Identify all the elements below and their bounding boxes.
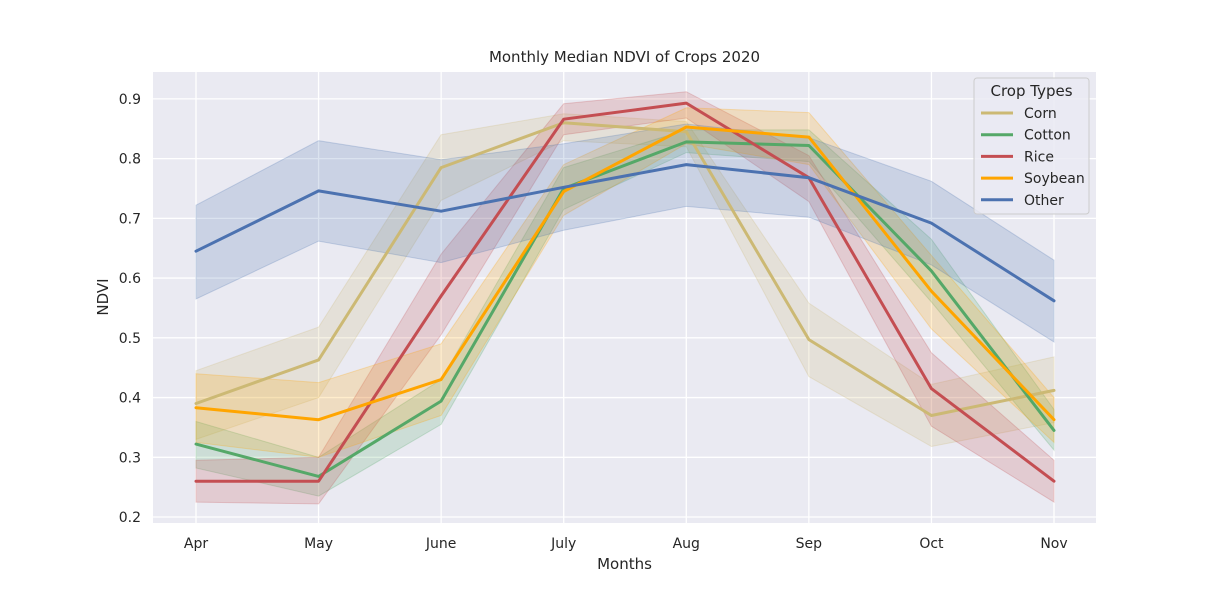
x-tick-label: Sep bbox=[796, 536, 823, 552]
y-tick-label: 0.3 bbox=[119, 450, 141, 466]
y-tick-label: 0.9 bbox=[119, 92, 141, 108]
x-tick-label: June bbox=[425, 536, 457, 552]
rice-confidence-band bbox=[195, 91, 1055, 505]
y-tick-label: 0.2 bbox=[119, 510, 141, 526]
cotton-legend-label: Cotton bbox=[1024, 128, 1071, 144]
x-tick-label: July bbox=[550, 536, 576, 552]
soybean-legend-label: Soybean bbox=[1024, 171, 1085, 187]
corn-confidence-band bbox=[195, 113, 1055, 448]
soybean-confidence-band bbox=[195, 107, 1055, 458]
y-tick-label: 0.6 bbox=[119, 271, 141, 287]
y-tick-label: 0.4 bbox=[119, 391, 141, 407]
soybean-line bbox=[194, 125, 1056, 422]
x-tick-label: Oct bbox=[919, 536, 944, 552]
y-axis-label: NDVI bbox=[94, 278, 112, 315]
x-axis-label: Months bbox=[597, 555, 652, 573]
y-tick-label: 0.8 bbox=[119, 152, 141, 168]
legend-items: Corn Cotton Rice Soybean Other bbox=[981, 106, 1085, 209]
y-tick-label: 0.5 bbox=[119, 331, 141, 347]
other-legend-label: Other bbox=[1024, 193, 1064, 209]
corn-legend-label: Corn bbox=[1024, 106, 1057, 122]
cotton-line bbox=[194, 140, 1056, 478]
other-line bbox=[194, 163, 1056, 303]
cotton-confidence-band bbox=[195, 129, 1055, 497]
y-tick-labels: 0.2 0.3 0.4 0.5 0.6 0.7 0.8 0.9 bbox=[119, 92, 141, 526]
rice-line bbox=[194, 101, 1056, 483]
corn-line bbox=[194, 121, 1056, 417]
x-tick-labels: Apr May June July Aug Sep Oct Nov bbox=[184, 536, 1068, 552]
legend-title: Crop Types bbox=[990, 82, 1072, 100]
series-lines bbox=[194, 101, 1056, 483]
chart-title: Monthly Median NDVI of Crops 2020 bbox=[489, 48, 760, 66]
legend: Crop Types Corn Cotton Rice Soybean Other bbox=[973, 77, 1090, 215]
x-tick-label: Nov bbox=[1040, 536, 1067, 552]
rice-legend-label: Rice bbox=[1024, 149, 1054, 165]
y-tick-label: 0.7 bbox=[119, 211, 141, 227]
x-tick-label: May bbox=[304, 536, 333, 552]
x-tick-label: Apr bbox=[184, 536, 208, 552]
x-tick-label: Aug bbox=[673, 536, 700, 552]
